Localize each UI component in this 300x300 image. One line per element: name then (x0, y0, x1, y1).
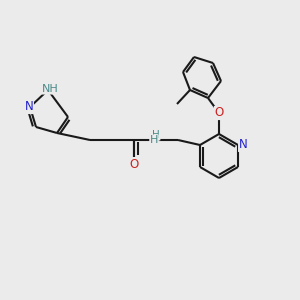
Text: O: O (214, 106, 224, 119)
Text: N: N (238, 139, 247, 152)
Text: H: H (150, 135, 158, 145)
Text: O: O (129, 158, 139, 172)
Text: N: N (25, 100, 33, 113)
Text: NH: NH (42, 84, 58, 94)
Text: H: H (152, 130, 160, 140)
